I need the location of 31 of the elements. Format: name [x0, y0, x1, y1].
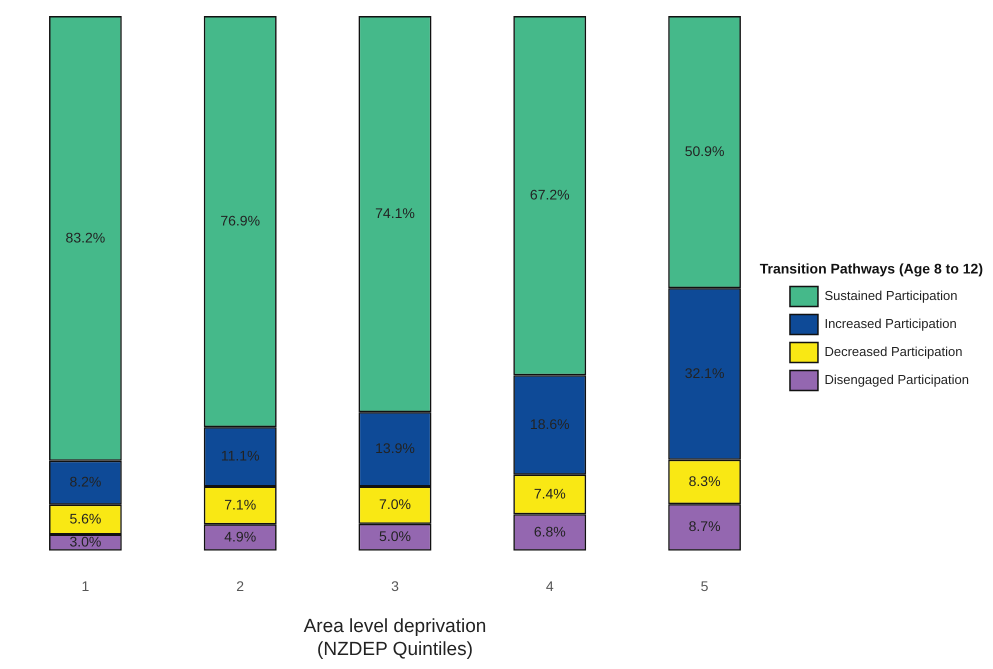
data-label: 7.1%: [224, 496, 256, 512]
data-label: 7.0%: [379, 496, 411, 512]
x-tick-label: 3: [391, 578, 400, 594]
legend-title: Transition Pathways (Age 8 to 12): [760, 260, 984, 276]
legend-label: Increased Participation: [824, 316, 957, 332]
data-label: 4.9%: [224, 528, 256, 544]
x-tick-label: 4: [546, 578, 554, 594]
data-label: 3.0%: [69, 533, 102, 550]
data-label: 18.6%: [530, 416, 570, 432]
data-label: 8.2%: [69, 474, 102, 490]
data-label: 32.1%: [684, 364, 724, 381]
legend-label: Decreased Participation: [824, 344, 962, 360]
data-label: 5.0%: [379, 528, 411, 544]
x-tick-label: 5: [700, 578, 709, 594]
data-label: 8.7%: [688, 518, 721, 534]
data-label: 67.2%: [530, 186, 570, 202]
data-label: 8.3%: [688, 472, 721, 489]
data-label: 83.2%: [66, 229, 106, 246]
data-label: 50.9%: [684, 142, 724, 159]
data-label: 11.1%: [220, 448, 260, 464]
data-label: 76.9%: [220, 212, 260, 228]
data-label: 74.1%: [375, 204, 415, 221]
legend-label: Sustained Participation: [824, 288, 958, 304]
data-label: 5.6%: [69, 510, 102, 526]
x-tick-label: 1: [82, 578, 90, 594]
data-label: 13.9%: [375, 440, 415, 456]
x-tick-label: 2: [236, 578, 244, 594]
legend-label: Disengaged Participation: [824, 372, 970, 388]
data-label: 6.8%: [534, 523, 566, 540]
x-axis-title: Area level deprivation (NZDEP Quintiles): [304, 616, 486, 660]
data-label: 7.4%: [534, 485, 566, 502]
